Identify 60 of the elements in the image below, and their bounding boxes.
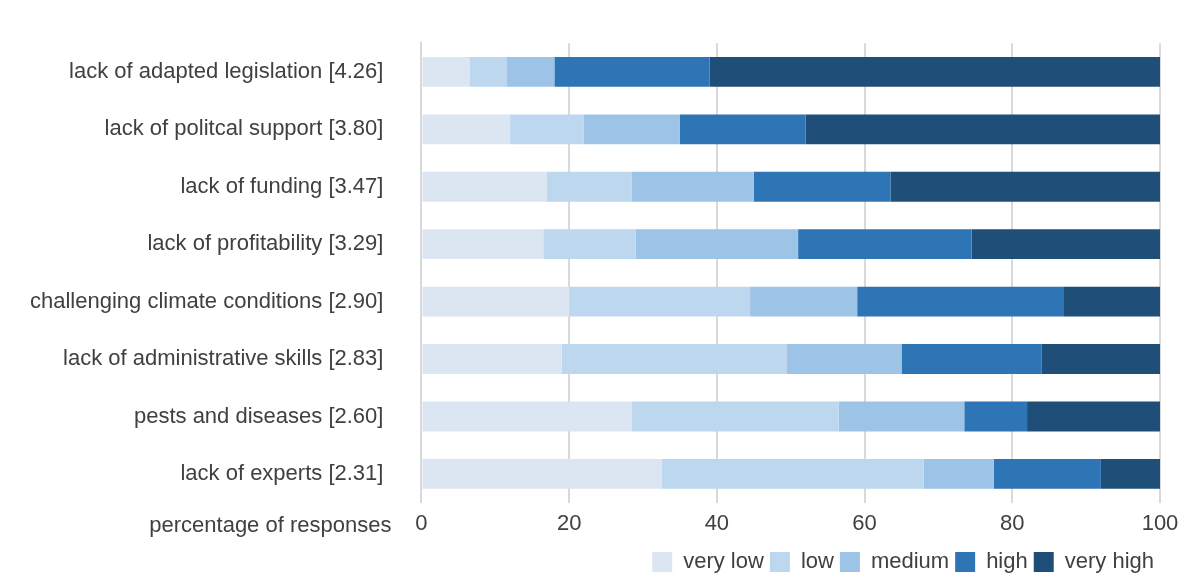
y-tick-label: lack of funding [3.47] [180, 172, 384, 198]
bar [857, 286, 1064, 317]
bar [469, 56, 507, 87]
legend-label: high [986, 548, 1028, 574]
bar [901, 344, 1042, 374]
bar [506, 56, 555, 87]
y-tick-label: lack of adapted legislation [4.26] [69, 57, 384, 83]
bar [631, 401, 839, 432]
bar [709, 56, 1160, 87]
y-tick-label: lack of administrative skills [2.83] [63, 345, 384, 371]
x-tick-label: 100 [1141, 509, 1179, 535]
bar [422, 344, 562, 374]
bar [923, 458, 994, 489]
bar [422, 171, 547, 202]
bar [661, 458, 924, 489]
bar [964, 401, 1028, 432]
y-tick-label: lack of profitability [3.29] [147, 230, 384, 256]
bar [422, 56, 470, 87]
bar [583, 114, 680, 145]
bar [547, 171, 632, 202]
bar [422, 114, 511, 145]
legend-label: very high [1064, 548, 1155, 574]
bar [510, 114, 584, 145]
legend-label: low [800, 548, 834, 574]
bar [543, 229, 636, 260]
y-tick-label: lack of politcal support [3.80] [104, 115, 384, 141]
bar [635, 229, 799, 260]
y-tick-label: challenging climate conditions [2.90] [29, 287, 384, 313]
bar [679, 114, 806, 145]
x-tick-label: 0 [415, 509, 428, 535]
x-tick-label: 20 [556, 509, 582, 535]
bar [631, 171, 754, 202]
legend-label: medium [870, 548, 950, 574]
bar [838, 401, 965, 432]
y-tick-label: lack of experts [2.31] [180, 459, 384, 485]
bar [971, 229, 1160, 260]
bar [1027, 401, 1160, 432]
y-tick-label: pests and diseases [2.60] [133, 402, 384, 428]
bar [993, 458, 1101, 489]
bar [787, 344, 902, 374]
bar [554, 56, 710, 87]
bar [422, 401, 632, 432]
bar [1100, 458, 1160, 489]
bar [805, 114, 1160, 145]
bar [422, 458, 662, 489]
bar [1041, 344, 1160, 374]
bar [750, 286, 858, 317]
bar [1063, 286, 1160, 317]
bar [561, 344, 788, 374]
bar [569, 286, 751, 317]
bar [422, 286, 570, 317]
bar [890, 171, 1160, 202]
x-axis-title: percentage of responses [149, 511, 392, 537]
bar [753, 171, 891, 202]
x-tick-label: 60 [852, 509, 877, 535]
bar [798, 229, 972, 260]
legend-label: very low [683, 548, 764, 574]
bar [422, 229, 544, 260]
x-tick-label: 40 [704, 509, 730, 535]
x-tick-label: 80 [1000, 509, 1025, 535]
